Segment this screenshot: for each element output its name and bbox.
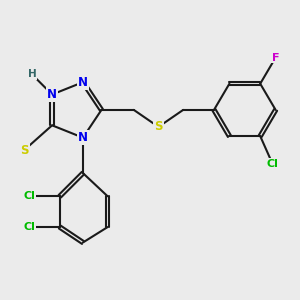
Text: S: S	[20, 143, 28, 157]
Text: Cl: Cl	[23, 222, 35, 232]
Text: H: H	[28, 70, 36, 80]
Text: N: N	[78, 76, 88, 89]
Text: Cl: Cl	[267, 159, 278, 169]
Text: S: S	[154, 120, 163, 134]
Text: N: N	[47, 88, 57, 101]
Text: F: F	[272, 52, 279, 62]
Text: N: N	[78, 131, 88, 144]
Text: Cl: Cl	[23, 191, 35, 201]
